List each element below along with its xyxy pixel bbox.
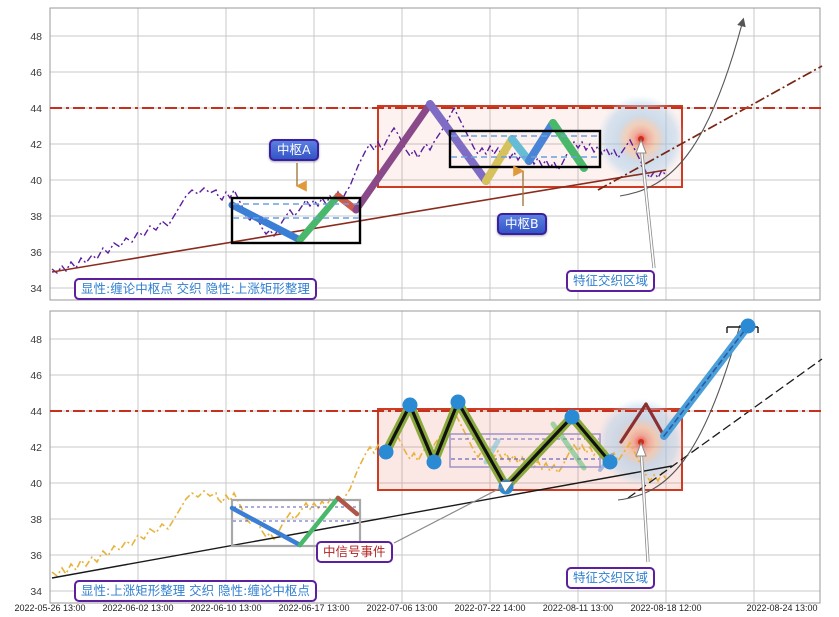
bottom-chart-group: 48 46 44 42 40 38 36 34 [30, 310, 823, 604]
y-tick: 42 [30, 139, 42, 151]
top-zigzag [228, 100, 588, 244]
pivot-b-label[interactable]: 中枢B [497, 213, 547, 235]
top-inner-rect-a [230, 196, 362, 245]
x-tick: 2022-07-22 14:00 [454, 603, 525, 613]
y-tick: 34 [30, 586, 42, 598]
y-tick: 42 [30, 442, 42, 454]
bottom-zigzag-right [619, 322, 752, 444]
x-tick: 2022-05-26 13:00 [14, 603, 85, 613]
y-tick: 46 [30, 67, 42, 79]
feature-zone-label-bottom[interactable]: 特征交织区域 [566, 567, 656, 589]
x-tick: 2022-06-10 13:00 [190, 603, 261, 613]
feature-zone-label-top[interactable]: 特征交织区域 [566, 270, 656, 292]
pivot-a-label[interactable]: 中枢A [269, 139, 319, 161]
bottom-y-axis-labels: 48 46 44 42 40 38 36 34 [30, 334, 42, 598]
y-tick: 44 [30, 406, 42, 418]
signal-event-label[interactable]: 中信号事件 [316, 541, 393, 563]
bottom-signal-pointer [393, 482, 512, 544]
top-grid [49, 7, 821, 301]
x-tick: 2022-08-18 12:00 [630, 603, 701, 613]
x-tick: 2022-06-17 13:00 [278, 603, 349, 613]
caption-bottom[interactable]: 显性:上涨矩形整理 交织 隐性:缠论中枢点 [74, 580, 317, 602]
x-tick: 2022-06-02 13:00 [102, 603, 173, 613]
bottom-inner-rect-a [230, 498, 362, 548]
y-tick: 46 [30, 370, 42, 382]
top-chart-group: 48 46 44 42 40 38 36 34 [30, 7, 823, 301]
top-inner-rect-b [448, 129, 602, 169]
y-tick: 40 [30, 478, 42, 490]
bottom-trend-line [51, 465, 673, 579]
y-tick: 36 [30, 550, 42, 562]
y-tick: 36 [30, 247, 42, 259]
bottom-curve-arrow [617, 324, 741, 501]
y-tick: 48 [30, 31, 42, 43]
top-y-axis-labels: 48 46 44 42 40 38 36 34 [30, 31, 42, 295]
y-tick: 38 [30, 211, 42, 223]
x-tick: 2022-07-06 13:00 [366, 603, 437, 613]
x-axis-labels: 2022-05-26 13:00 2022-06-02 13:00 2022-0… [14, 603, 817, 613]
x-tick: 2022-08-24 13:00 [746, 603, 817, 613]
top-feature-zone-pointer-fill [640, 144, 655, 269]
bottom-fit-line [627, 358, 823, 499]
bottom-feature-zone-pointer-fill [640, 447, 649, 563]
y-tick: 44 [30, 103, 42, 115]
y-tick: 38 [30, 514, 42, 526]
top-curve-arrow [619, 17, 746, 197]
top-fit-line [597, 65, 823, 191]
y-tick: 48 [30, 334, 42, 346]
caption-top[interactable]: 显性:缠论中枢点 交织 隐性:上涨矩形整理 [74, 278, 317, 300]
x-tick: 2022-08-11 13:00 [543, 603, 613, 613]
y-tick: 34 [30, 283, 42, 295]
bottom-zigzag-left [229, 495, 360, 548]
y-tick: 40 [30, 175, 42, 187]
